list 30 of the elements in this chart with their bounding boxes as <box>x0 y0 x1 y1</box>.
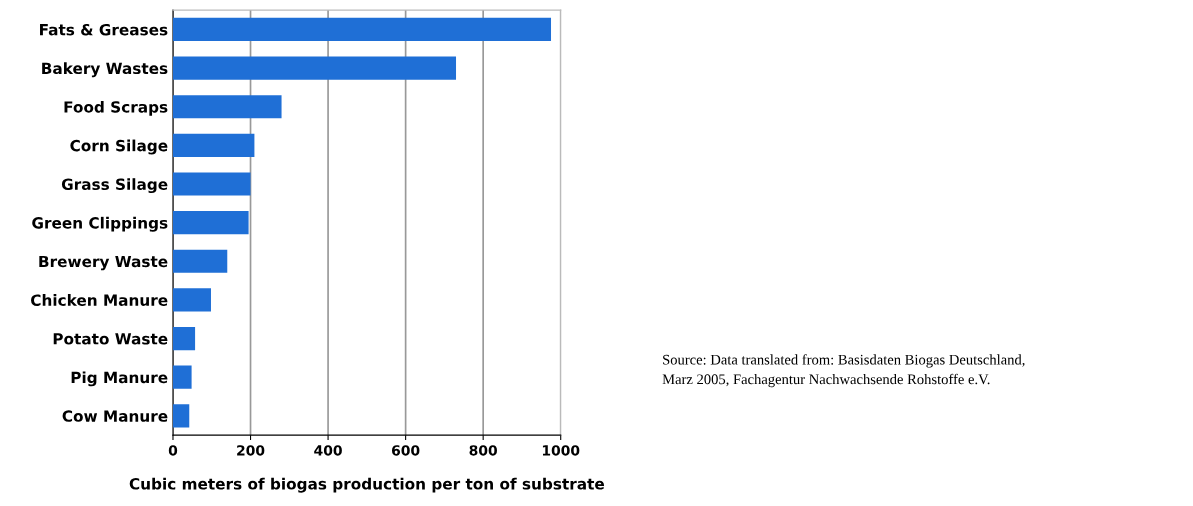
bar <box>172 133 255 157</box>
x-tick-label: 1000 <box>542 445 580 456</box>
bar <box>172 326 196 351</box>
x-axis-title: Cubic meters of biogas production per ton of substrate <box>129 477 605 493</box>
bar <box>172 17 552 42</box>
x-tick-label: 800 <box>469 445 497 456</box>
y-tick-label: Fats & Greases <box>40 23 168 36</box>
y-tick-label: Green Clippings <box>32 216 168 232</box>
y-tick-label: Bakery Wastes <box>42 62 168 78</box>
y-tick-label: Cow Manure <box>62 410 168 422</box>
bar <box>172 56 457 80</box>
y-tick-label: Grass Silage <box>61 178 168 194</box>
y-tick-label: Food Scraps <box>64 100 168 116</box>
x-tick-label: 400 <box>314 445 342 456</box>
bar <box>172 288 211 312</box>
y-tick-label: Corn Silage <box>70 139 168 155</box>
source-note: Source: Data translated from: Basisdaten Biogas Deutschland, Marz 2005, Fachagentur Nachwachsende Rohstoffe e.V. <box>662 354 1025 388</box>
bar <box>172 249 228 273</box>
y-tick-label: Pig Manure <box>71 371 168 387</box>
bar <box>172 95 282 119</box>
bar <box>172 211 249 235</box>
bar <box>172 172 251 196</box>
y-tick-label: Brewery Waste <box>39 255 168 271</box>
x-tick-label: 200 <box>237 445 265 456</box>
bar <box>172 404 190 428</box>
x-tick-label: 600 <box>391 445 420 456</box>
y-tick-label: Potato Waste <box>53 333 168 345</box>
bar <box>172 365 192 389</box>
y-tick-label: Chicken Manure <box>31 294 168 306</box>
x-tick-label: 0 <box>168 445 178 456</box>
